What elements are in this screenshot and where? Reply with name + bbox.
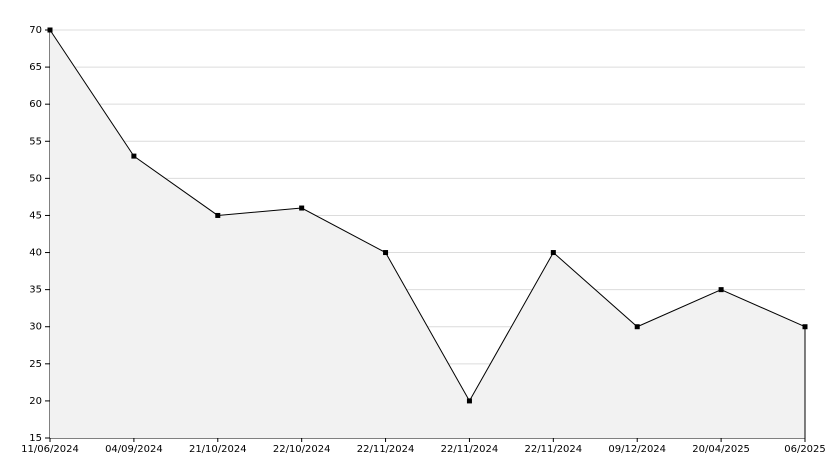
marker bbox=[131, 153, 137, 159]
area bbox=[50, 30, 805, 438]
y-tick-label: 55 bbox=[29, 136, 42, 147]
marker bbox=[47, 27, 53, 33]
marker bbox=[383, 250, 389, 256]
y-tick-label: 50 bbox=[29, 173, 42, 184]
x-tick-label: 22/11/2024 bbox=[525, 444, 583, 455]
y-tick-label: 70 bbox=[29, 25, 42, 36]
y-tick-label: 45 bbox=[29, 210, 42, 221]
marker bbox=[634, 324, 640, 330]
y-tick-label: 25 bbox=[29, 359, 42, 370]
x-tick-label: 22/11/2024 bbox=[441, 444, 499, 455]
marker bbox=[718, 287, 724, 293]
y-tick-label: 15 bbox=[29, 433, 42, 444]
x-tick-label: 06/2025 bbox=[784, 444, 826, 455]
y-tick-label: 35 bbox=[29, 285, 42, 296]
marker bbox=[215, 212, 221, 218]
y-tick-label: 60 bbox=[29, 99, 42, 110]
line bbox=[49, 29, 806, 402]
x-tick-label: 22/10/2024 bbox=[273, 444, 331, 455]
x-tick-label: 11/06/2024 bbox=[21, 444, 79, 455]
x-tick-label: 20/04/2025 bbox=[692, 444, 750, 455]
y-tick-label: 20 bbox=[29, 396, 42, 407]
x-tick-label: 09/12/2024 bbox=[608, 444, 666, 455]
x-tick-label: 22/11/2024 bbox=[357, 444, 415, 455]
y-tick-label: 40 bbox=[29, 248, 42, 259]
marker bbox=[550, 250, 556, 256]
marker bbox=[802, 324, 808, 330]
y-tick-label: 30 bbox=[29, 322, 42, 333]
y-tick-label: 65 bbox=[29, 62, 42, 73]
marker bbox=[299, 205, 305, 211]
marker bbox=[466, 398, 472, 404]
x-tick-label: 21/10/2024 bbox=[189, 444, 247, 455]
x-tick-label: 04/09/2024 bbox=[105, 444, 163, 455]
